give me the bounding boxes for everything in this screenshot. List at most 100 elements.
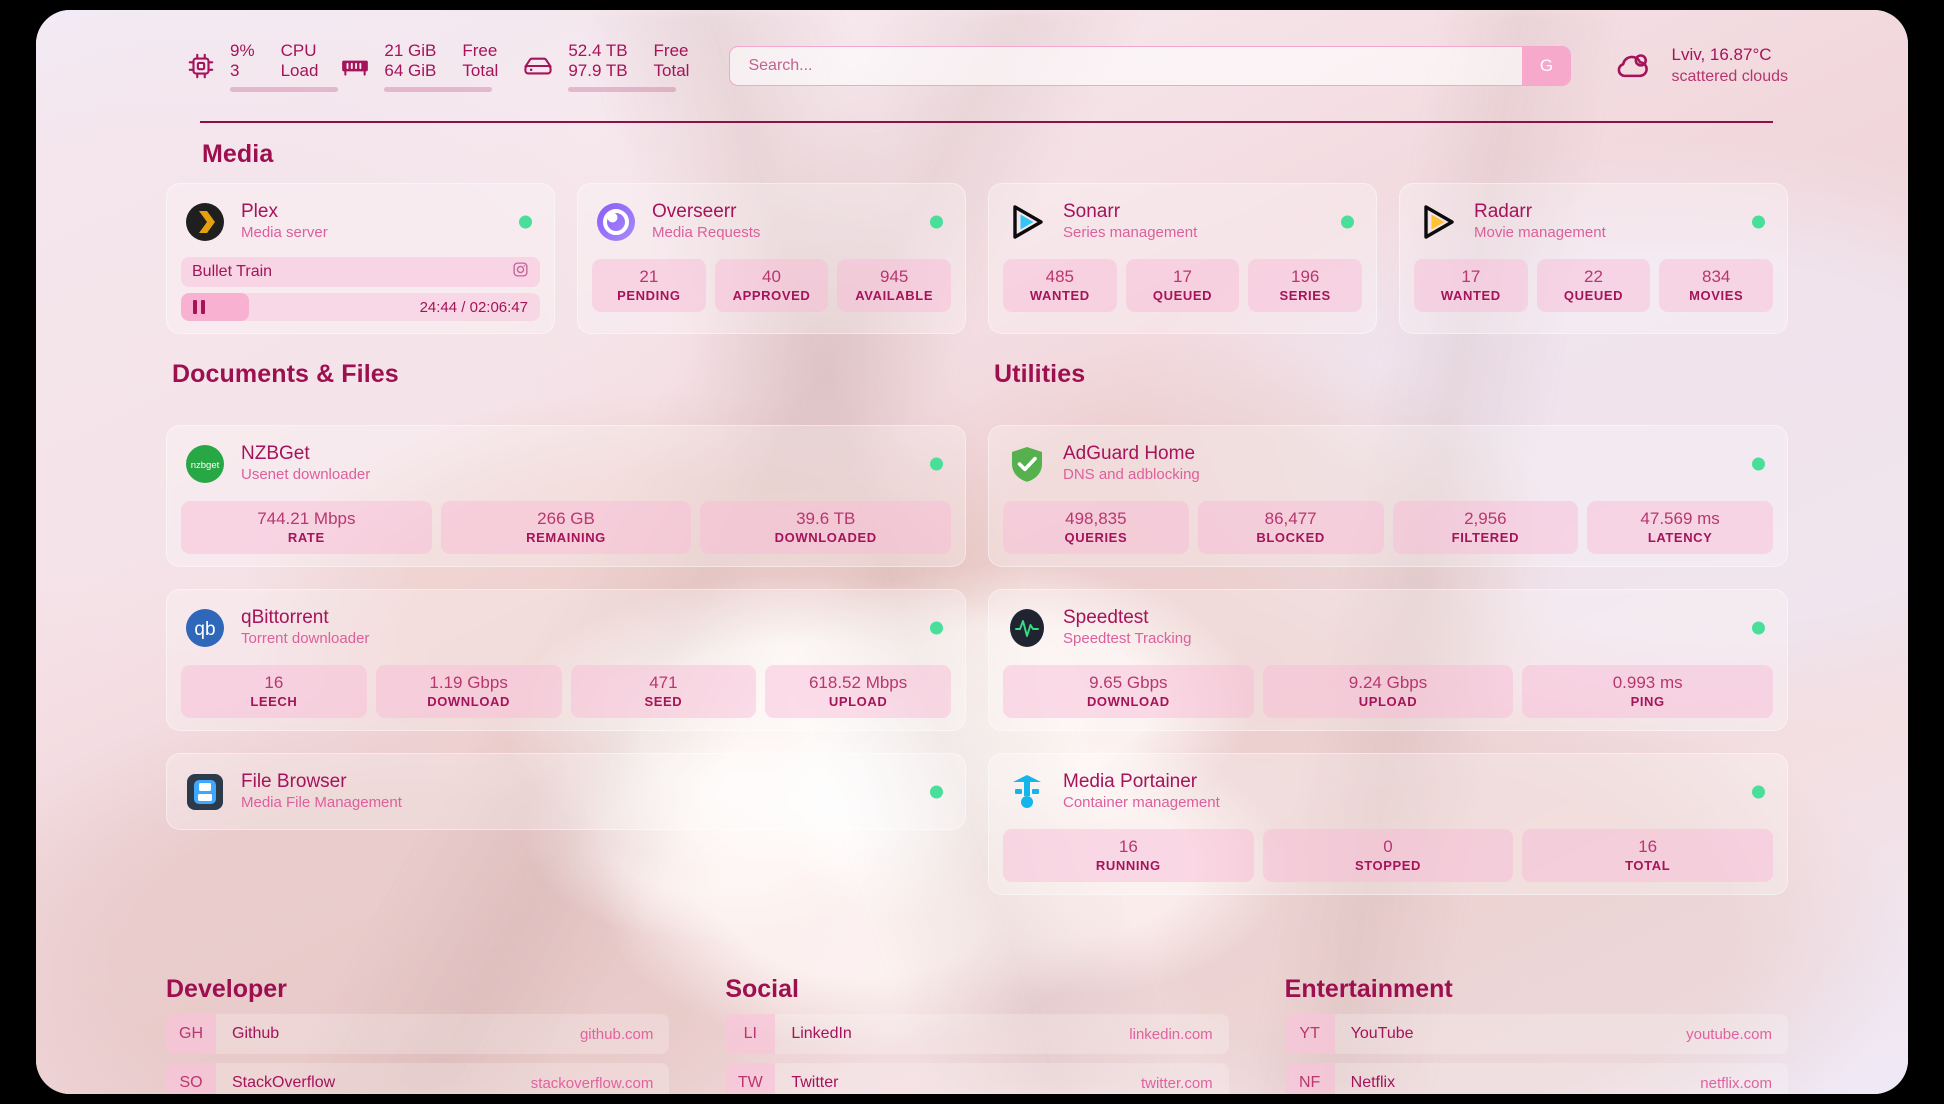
stat-box[interactable]: 47.569 ms LATENCY — [1587, 501, 1773, 554]
bookmark-group: Social LI LinkedIn linkedin.com TW Twitter twi… — [725, 975, 1229, 1094]
app-header[interactable]: Overseerr Media Requests — [592, 196, 951, 247]
stat-box[interactable]: 16 RUNNING — [1003, 829, 1254, 882]
app-header[interactable]: Sonarr Series management — [1003, 196, 1362, 247]
app-card[interactable]: nzbget NZBGet Usenet downloader 744.21 Mbps… — [166, 425, 966, 567]
ram-stats: 21 GiB Free 64 GiB Total — [384, 41, 498, 92]
now-playing-time: 24:44 / 02:06:47 — [419, 298, 528, 316]
stat-box[interactable]: 498,835 QUERIES — [1003, 501, 1189, 554]
ram-widget[interactable]: 21 GiB Free 64 GiB Total — [340, 41, 498, 92]
stat-box[interactable]: 1.19 Gbps DOWNLOAD — [375, 665, 562, 718]
app-card[interactable]: Sonarr Series management 485 WANTED 17 QUEUED… — [988, 183, 1377, 334]
stat-box[interactable]: 834 MOVIES — [1659, 259, 1774, 312]
bookmark-item[interactable]: TW Twitter twitter.com — [725, 1063, 1229, 1094]
stat-box[interactable]: 945 AVAILABLE — [837, 259, 952, 312]
bookmark-item[interactable]: SO StackOverflow stackoverflow.com — [166, 1063, 670, 1094]
stat-box[interactable]: 9.65 Gbps DOWNLOAD — [1003, 665, 1254, 718]
app-name: File Browser — [241, 771, 347, 792]
stat-value: 47.569 ms — [1640, 509, 1720, 528]
search-input[interactable] — [730, 47, 1523, 85]
bookmark-item[interactable]: YT YouTube youtube.com — [1284, 1014, 1788, 1054]
app-card[interactable]: Media Portainer Container management 16 RUN… — [988, 753, 1788, 895]
stat-box[interactable]: 9.24 Gbps UPLOAD — [1262, 665, 1514, 718]
app-title-block: Media Portainer Container management — [1063, 770, 1220, 813]
bookmark-badge: TW — [725, 1063, 776, 1094]
stat-label: QUERIES — [1064, 530, 1128, 545]
stat-label: DOWNLOAD — [427, 694, 511, 709]
ram-free-value: 21 GiB — [384, 40, 437, 60]
disk-label-bottom: Total — [653, 60, 690, 80]
search-engine-button[interactable]: G — [1522, 47, 1571, 85]
stat-box[interactable]: 196 SERIES — [1248, 259, 1363, 312]
stat-label: PING — [1630, 694, 1665, 709]
cpu-widget[interactable]: 9% CPU 3 Load — [186, 41, 338, 92]
app-card[interactable]: AdGuard Home DNS and adblocking 498,835 QUE… — [988, 425, 1788, 567]
app-title-block: qBittorrent Torrent downloader — [241, 606, 369, 649]
app-card[interactable]: qb qBittorrent Torrent downloader 16 LEECH 1.… — [166, 589, 966, 731]
app-description: Torrent downloader — [241, 630, 370, 647]
disk-widget[interactable]: 52.4 TB Free 97.9 TB Total — [522, 41, 689, 92]
app-header[interactable]: qb qBittorrent Torrent downloader — [181, 602, 951, 653]
stat-box[interactable]: 0 STOPPED — [1262, 829, 1514, 882]
app-stat-row: 498,835 QUERIES 86,477 BLOCKED 2,956 FILTERED… — [1003, 501, 1773, 554]
app-description: Usenet downloader — [241, 466, 371, 483]
stat-box[interactable]: 0.993 ms PING — [1522, 665, 1774, 718]
stat-box[interactable]: 2,956 FILTERED — [1392, 501, 1579, 554]
stat-label: LATENCY — [1647, 530, 1713, 545]
disk-free-value: 52.4 TB — [568, 40, 628, 60]
cpu-icon — [186, 51, 216, 81]
qbittorrent-logo: qb — [185, 608, 225, 648]
app-card[interactable]: Overseerr Media Requests 21 PENDING 40 APPROV… — [577, 183, 966, 334]
app-header[interactable]: Radarr Movie management — [1414, 196, 1773, 247]
stat-value: 0 — [1383, 837, 1393, 856]
stat-box[interactable]: 485 WANTED — [1003, 259, 1117, 312]
stat-value: 2,956 — [1464, 509, 1507, 528]
stat-label: UPLOAD — [828, 694, 888, 709]
stat-value: 498,835 — [1065, 509, 1127, 528]
stat-value: 0.993 ms — [1612, 673, 1683, 692]
stat-box[interactable]: 17 WANTED — [1414, 259, 1528, 312]
app-header[interactable]: Media Portainer Container management — [1003, 766, 1773, 817]
pause-icon[interactable] — [193, 300, 205, 314]
app-header[interactable]: File Browser Media File Management — [181, 766, 951, 817]
stat-value: 17 — [1173, 267, 1192, 286]
bookmark-name: StackOverflow — [232, 1074, 336, 1091]
weather-widget[interactable]: Lviv, 16.87°C scattered clouds — [1613, 44, 1788, 88]
stat-box[interactable]: 16 TOTAL — [1522, 829, 1774, 882]
app-header[interactable]: Speedtest Speedtest Tracking — [1003, 602, 1773, 653]
bookmark-group-title: Social — [725, 975, 799, 1003]
stat-value: 16 — [1118, 837, 1138, 856]
stat-value: 16 — [264, 673, 284, 692]
bookmark-item[interactable]: GH Github github.com — [166, 1014, 670, 1054]
app-card[interactable]: Speedtest Speedtest Tracking 9.65 Gbps DOWN… — [988, 589, 1788, 731]
cast-icon[interactable] — [512, 261, 529, 283]
bookmark-name: YouTube — [1350, 1025, 1414, 1042]
app-card[interactable]: Radarr Movie management 17 WANTED 22 QUEUED 83… — [1399, 183, 1788, 334]
stat-box[interactable]: 40 APPROVED — [714, 259, 829, 312]
app-card[interactable]: File Browser Media File Management — [166, 753, 966, 830]
section-title-utilities: Utilities — [994, 360, 1086, 388]
app-stat-row: 485 WANTED 17 QUEUED 196 SERIES — [1003, 259, 1363, 312]
app-header[interactable]: nzbget NZBGet Usenet downloader — [181, 438, 951, 489]
stat-box[interactable]: 744.21 Mbps RATE — [181, 501, 432, 554]
stat-box[interactable]: 17 QUEUED — [1125, 259, 1240, 312]
stat-box[interactable]: 21 PENDING — [592, 259, 706, 312]
app-description: Speedtest Tracking — [1063, 630, 1192, 647]
stat-box[interactable]: 16 LEECH — [181, 665, 367, 718]
app-header[interactable]: Plex Media server — [181, 196, 540, 247]
documents-column: Documents & Files nzbget NZBGet Usenet dow… — [166, 360, 966, 917]
stat-box[interactable]: 39.6 TB DOWNLOADED — [700, 501, 952, 554]
bookmark-item[interactable]: LI LinkedIn linkedin.com — [725, 1014, 1229, 1054]
stat-box[interactable]: 22 QUEUED — [1536, 259, 1651, 312]
stat-box[interactable]: 618.52 Mbps UPLOAD — [765, 665, 951, 718]
disk-icon — [522, 53, 554, 79]
stat-box[interactable]: 86,477 BLOCKED — [1197, 501, 1384, 554]
bookmark-group-title: Developer — [166, 975, 287, 1003]
stat-box[interactable]: 471 SEED — [570, 665, 757, 718]
app-card[interactable]: Plex Media server Bullet Train 24:44 / 02:0… — [166, 183, 555, 334]
now-playing-progress[interactable]: 24:44 / 02:06:47 — [181, 293, 540, 321]
search-bar[interactable]: G — [729, 46, 1572, 86]
bookmark-item[interactable]: NF Netflix netflix.com — [1284, 1063, 1788, 1094]
stat-box[interactable]: 266 GB REMAINING — [440, 501, 692, 554]
app-header[interactable]: AdGuard Home DNS and adblocking — [1003, 438, 1773, 489]
status-dot-online — [1341, 215, 1354, 228]
